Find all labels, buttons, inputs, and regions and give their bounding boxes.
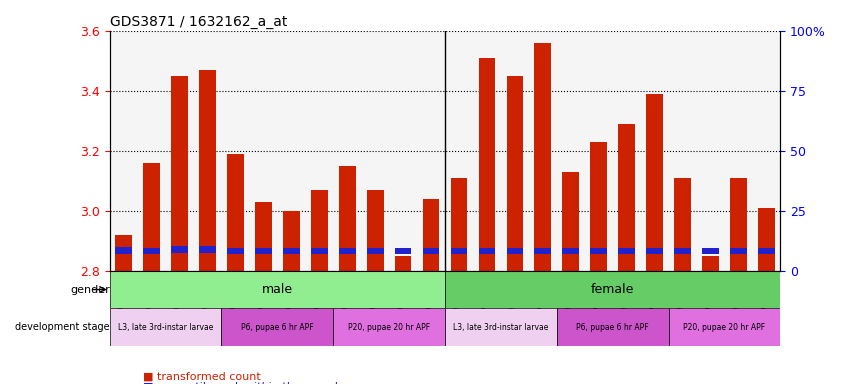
Text: ■ transformed count: ■ transformed count bbox=[143, 372, 261, 382]
Bar bbox=[674, 178, 691, 271]
FancyBboxPatch shape bbox=[445, 308, 557, 346]
Bar bbox=[451, 248, 468, 254]
Bar bbox=[730, 178, 747, 271]
Bar bbox=[618, 248, 635, 254]
Bar bbox=[758, 208, 775, 271]
Bar bbox=[534, 43, 551, 271]
Bar bbox=[506, 76, 523, 271]
FancyBboxPatch shape bbox=[557, 308, 669, 346]
Bar bbox=[394, 256, 411, 271]
Bar bbox=[171, 246, 188, 253]
Bar bbox=[590, 142, 607, 271]
Bar bbox=[339, 248, 356, 254]
FancyBboxPatch shape bbox=[109, 308, 221, 346]
Bar bbox=[618, 124, 635, 271]
Bar bbox=[199, 246, 216, 253]
Bar bbox=[171, 76, 188, 271]
Text: gender: gender bbox=[70, 285, 109, 295]
Text: male: male bbox=[262, 283, 293, 296]
Bar bbox=[702, 248, 719, 254]
Text: P20, pupae 20 hr APF: P20, pupae 20 hr APF bbox=[348, 323, 431, 332]
Text: P6, pupae 6 hr APF: P6, pupae 6 hr APF bbox=[576, 323, 649, 332]
Bar bbox=[227, 154, 244, 271]
Bar bbox=[534, 248, 551, 254]
Text: ■ percentile rank within the sample: ■ percentile rank within the sample bbox=[143, 382, 345, 384]
Bar bbox=[674, 248, 691, 254]
Bar bbox=[479, 58, 495, 271]
FancyBboxPatch shape bbox=[445, 271, 780, 308]
Bar bbox=[758, 248, 775, 254]
Text: L3, late 3rd-instar larvae: L3, late 3rd-instar larvae bbox=[453, 323, 548, 332]
Bar bbox=[283, 248, 299, 254]
Bar bbox=[702, 256, 719, 271]
Bar bbox=[730, 248, 747, 254]
Text: GDS3871 / 1632162_a_at: GDS3871 / 1632162_a_at bbox=[109, 15, 287, 29]
Bar bbox=[199, 70, 216, 271]
Bar bbox=[311, 190, 328, 271]
Bar bbox=[255, 248, 272, 254]
Bar bbox=[563, 172, 579, 271]
FancyBboxPatch shape bbox=[221, 308, 333, 346]
Bar bbox=[115, 235, 132, 271]
Text: L3, late 3rd-instar larvae: L3, late 3rd-instar larvae bbox=[118, 323, 214, 332]
Bar bbox=[506, 248, 523, 254]
Bar bbox=[394, 248, 411, 254]
Text: female: female bbox=[591, 283, 634, 296]
Bar bbox=[590, 248, 607, 254]
Bar bbox=[367, 190, 383, 271]
Text: P6, pupae 6 hr APF: P6, pupae 6 hr APF bbox=[241, 323, 314, 332]
Bar bbox=[143, 248, 160, 254]
Bar bbox=[227, 248, 244, 254]
Text: development stage: development stage bbox=[15, 322, 109, 332]
Bar bbox=[255, 202, 272, 271]
Bar bbox=[479, 248, 495, 254]
Bar bbox=[339, 166, 356, 271]
Bar bbox=[311, 248, 328, 254]
FancyBboxPatch shape bbox=[333, 308, 445, 346]
Bar bbox=[367, 248, 383, 254]
Bar bbox=[646, 94, 663, 271]
Bar bbox=[451, 178, 468, 271]
Text: P20, pupae 20 hr APF: P20, pupae 20 hr APF bbox=[684, 323, 765, 332]
Bar bbox=[423, 199, 440, 271]
Bar bbox=[646, 248, 663, 254]
Bar bbox=[115, 247, 132, 254]
Bar bbox=[143, 163, 160, 271]
Bar bbox=[563, 248, 579, 254]
FancyBboxPatch shape bbox=[109, 271, 445, 308]
FancyBboxPatch shape bbox=[669, 308, 780, 346]
Bar bbox=[423, 248, 440, 254]
Bar bbox=[283, 211, 299, 271]
